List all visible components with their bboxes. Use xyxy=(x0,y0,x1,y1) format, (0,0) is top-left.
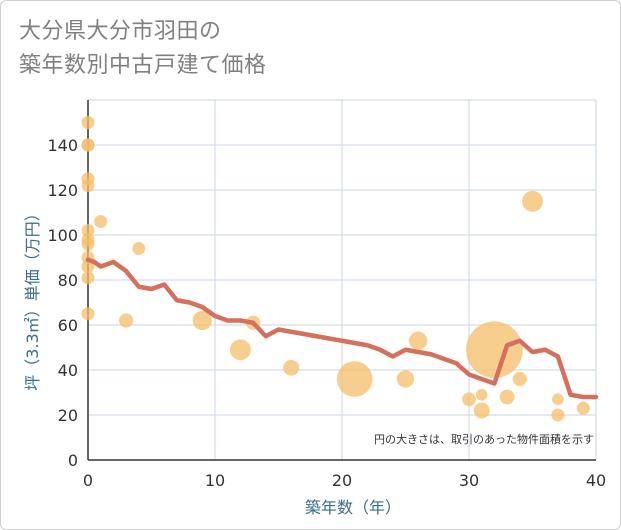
bubble-point xyxy=(576,401,590,415)
bubble-series xyxy=(81,116,590,422)
bubble-point xyxy=(81,224,95,237)
bubble-point xyxy=(409,331,428,350)
chart-title-line1: 大分県大分市羽田の xyxy=(19,19,222,44)
bubble-point xyxy=(283,359,300,376)
y-tick-label: 80 xyxy=(58,271,78,290)
size-annotation: 円の大きさは、取引のあった物件面積を示す xyxy=(374,432,594,446)
x-tick-label: 10 xyxy=(205,471,225,490)
y-tick-label: 100 xyxy=(47,226,78,245)
chart-title-line2: 築年数別中古戸建て価格 xyxy=(19,53,267,78)
x-tick-label: 30 xyxy=(459,471,479,490)
x-tick-label: 0 xyxy=(83,471,93,490)
tick-labels: 0 10 20 30 40 0 20 40 60 80 100 120 140 xyxy=(47,136,606,490)
bubble-point xyxy=(81,307,95,321)
y-tick-label: 120 xyxy=(47,181,78,200)
bubble-point xyxy=(552,393,564,406)
bubble-point xyxy=(192,310,212,331)
bubble-point xyxy=(522,190,543,212)
bubble-point xyxy=(466,321,523,379)
y-tick-label: 40 xyxy=(58,361,78,380)
bubble-point xyxy=(81,179,95,192)
y-tick-label: 20 xyxy=(58,406,78,425)
y-axis-label: 坪（3.3㎡）単価（万円） xyxy=(23,205,42,390)
x-tick-label: 20 xyxy=(332,471,352,490)
chart-title: 大分県大分市羽田の 築年数別中古戸建て価格 xyxy=(19,15,267,83)
bubble-point xyxy=(475,388,488,401)
x-axis-label: 築年数（年） xyxy=(305,498,401,517)
trend-series xyxy=(85,257,599,400)
bubble-point xyxy=(512,371,527,387)
bubble-point xyxy=(229,339,251,361)
bubble-point xyxy=(396,370,415,388)
grid-lines xyxy=(87,99,597,461)
y-tick-label: 140 xyxy=(47,136,78,155)
trend-line xyxy=(85,257,599,400)
bubble-point xyxy=(473,402,490,419)
bubble-point xyxy=(551,408,565,422)
bubble-point xyxy=(94,215,108,228)
bubble-point xyxy=(132,242,146,255)
bubble-point xyxy=(462,392,476,407)
bubble-point xyxy=(118,313,134,328)
bubble-point xyxy=(81,271,95,285)
bubble-point xyxy=(336,361,373,397)
bubble-point xyxy=(81,237,95,251)
y-tick-label: 60 xyxy=(58,316,78,335)
bubble-point xyxy=(499,389,515,405)
y-tick-label: 0 xyxy=(68,451,78,470)
bubble-point xyxy=(81,116,95,129)
bubble-point xyxy=(81,138,95,152)
x-tick-label: 40 xyxy=(586,471,606,490)
